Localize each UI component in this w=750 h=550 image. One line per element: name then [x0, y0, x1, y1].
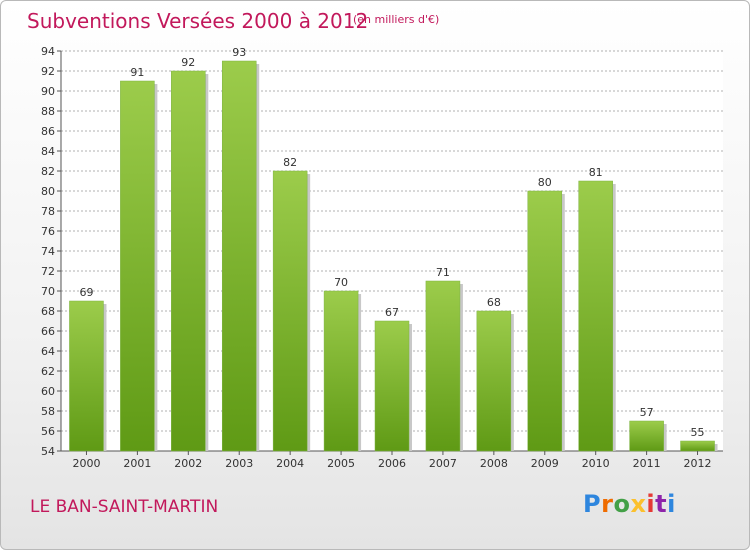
y-tick-label: 86 [41, 125, 55, 138]
chart-subtitle: (en milliers d'€) [353, 13, 440, 26]
y-tick-label: 58 [41, 405, 55, 418]
y-tick-label: 70 [41, 285, 55, 298]
data-label: 71 [436, 266, 450, 279]
logo-letter: i [646, 490, 656, 518]
bar [120, 80, 155, 452]
y-tick-label: 66 [41, 325, 55, 338]
bar [221, 60, 257, 452]
x-tick-label: 2005 [327, 457, 355, 470]
data-label: 92 [181, 56, 195, 69]
y-tick-label: 74 [41, 245, 55, 258]
y-tick-label: 82 [41, 165, 55, 178]
y-tick-label: 64 [41, 345, 55, 358]
y-tick-label: 76 [41, 225, 55, 238]
data-label: 80 [538, 176, 552, 189]
x-tick-label: 2003 [225, 457, 253, 470]
y-tick-label: 62 [41, 365, 55, 378]
y-tick-label: 88 [41, 105, 55, 118]
y-tick-label: 84 [41, 145, 55, 158]
proxiti-logo: Proxiti [583, 490, 676, 518]
data-label: 70 [334, 276, 348, 289]
x-tick-label: 2009 [531, 457, 559, 470]
y-tick-label: 56 [41, 425, 55, 438]
y-tick-label: 78 [41, 205, 55, 218]
data-label: 68 [487, 296, 501, 309]
data-label: 67 [385, 306, 399, 319]
bar [171, 70, 206, 452]
bar [374, 320, 410, 452]
y-tick-label: 92 [41, 65, 55, 78]
logo-letter: i [667, 490, 676, 518]
y-tick-label: 94 [41, 45, 55, 58]
bar [629, 420, 664, 452]
x-tick-label: 2004 [276, 457, 304, 470]
x-tick-label: 2011 [633, 457, 661, 470]
bar [272, 170, 308, 452]
bar [476, 310, 512, 452]
y-tick-label: 54 [41, 445, 55, 458]
data-label: 81 [589, 166, 603, 179]
bar [69, 300, 104, 452]
x-tick-label: 2000 [72, 457, 100, 470]
logo-letter: x [630, 490, 647, 518]
y-tick-label: 60 [41, 385, 55, 398]
logo-letter: o [613, 490, 631, 518]
bar [578, 180, 613, 452]
data-label: 91 [130, 66, 144, 79]
commune-name: LE BAN-SAINT-MARTIN [30, 497, 219, 517]
x-tick-label: 2010 [582, 457, 610, 470]
x-tick-label: 2012 [684, 457, 712, 470]
data-label: 69 [79, 286, 93, 299]
data-label: 82 [283, 156, 297, 169]
y-tick-label: 80 [41, 185, 55, 198]
logo-letter: t [655, 490, 668, 518]
x-tick-label: 2002 [174, 457, 202, 470]
bar [680, 440, 715, 452]
x-tick-label: 2007 [429, 457, 457, 470]
y-tick-label: 68 [41, 305, 55, 318]
data-label: 93 [232, 46, 246, 59]
bar [527, 190, 563, 452]
chart-title: Subventions Versées 2000 à 2012 [27, 9, 369, 33]
data-label: 57 [640, 406, 654, 419]
y-tick-label: 90 [41, 85, 55, 98]
logo-letter: P [583, 490, 602, 518]
bar [425, 280, 461, 452]
x-tick-label: 2006 [378, 457, 406, 470]
data-label: 55 [691, 426, 705, 439]
x-tick-label: 2001 [123, 457, 151, 470]
logo-letter: r [601, 490, 614, 518]
bar [323, 290, 359, 452]
y-tick-label: 72 [41, 265, 55, 278]
x-tick-label: 2008 [480, 457, 508, 470]
